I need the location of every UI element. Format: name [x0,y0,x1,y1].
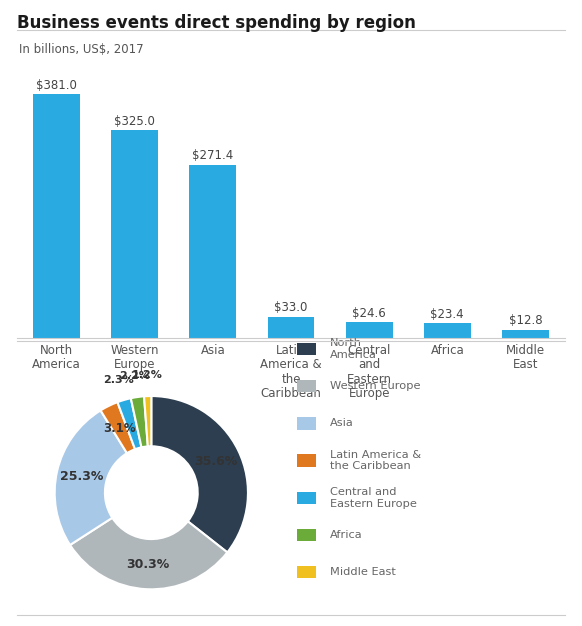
Wedge shape [151,396,248,552]
Text: $24.6: $24.6 [352,307,386,320]
Text: $12.8: $12.8 [509,314,542,327]
Text: Africa: Africa [330,530,363,540]
Text: Western Europe: Western Europe [330,381,421,391]
Text: 30.3%: 30.3% [126,558,169,571]
FancyBboxPatch shape [297,417,316,429]
Text: Business events direct spending by region: Business events direct spending by regio… [17,14,416,32]
Text: 2.2%: 2.2% [119,371,150,381]
Text: $325.0: $325.0 [114,115,155,128]
Bar [424,323,471,338]
Text: Asia: Asia [330,418,354,428]
Bar [189,165,236,338]
Bar [111,130,158,338]
FancyBboxPatch shape [297,529,316,541]
Text: 25.3%: 25.3% [60,470,103,483]
Text: 35.6%: 35.6% [194,455,237,468]
Text: $381.0: $381.0 [36,79,77,92]
Bar [268,317,314,338]
Wedge shape [131,396,148,448]
FancyBboxPatch shape [297,343,316,356]
Text: $271.4: $271.4 [192,149,233,162]
Wedge shape [144,396,151,446]
Wedge shape [70,518,228,589]
Text: Latin America &
the Caribbean: Latin America & the Caribbean [330,450,421,471]
Bar [502,330,549,338]
Text: $23.4: $23.4 [431,307,464,321]
Bar [346,322,393,338]
Text: 2.3%: 2.3% [102,374,133,384]
FancyBboxPatch shape [297,491,316,504]
FancyBboxPatch shape [297,454,316,467]
FancyBboxPatch shape [297,566,316,578]
Text: 3.1%: 3.1% [104,422,136,435]
Wedge shape [55,411,127,545]
Text: In billions, US$, 2017: In billions, US$, 2017 [19,43,144,56]
Wedge shape [101,402,135,453]
Text: 1.2%: 1.2% [132,370,162,380]
Wedge shape [118,398,141,449]
Text: Central and
Eastern Europe: Central and Eastern Europe [330,487,417,508]
Bar [33,95,80,338]
Text: North
America: North America [330,338,377,360]
Text: Middle East: Middle East [330,567,396,577]
Text: $33.0: $33.0 [274,301,308,314]
FancyBboxPatch shape [297,380,316,393]
